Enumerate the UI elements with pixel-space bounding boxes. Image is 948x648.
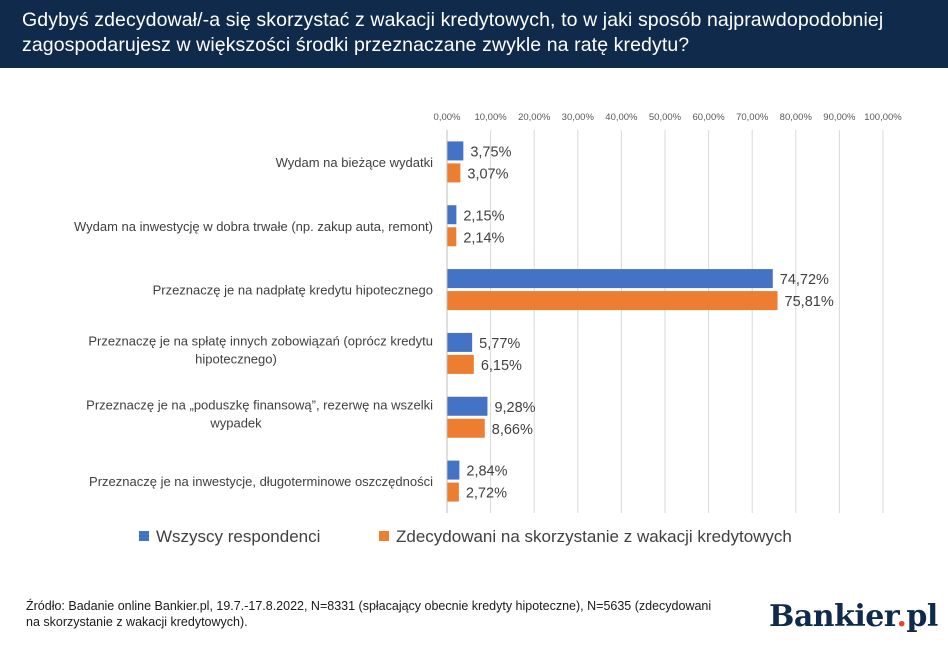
bar xyxy=(447,163,461,183)
category-label: Przeznaczę je na „poduszkę finansową”, r… xyxy=(86,397,433,412)
data-label: 75,81% xyxy=(785,294,834,310)
data-label: 2,15% xyxy=(463,208,504,224)
bar xyxy=(447,396,488,416)
x-tick-label: 70,00% xyxy=(736,112,769,123)
bar xyxy=(447,269,773,289)
data-label: 2,14% xyxy=(463,230,504,246)
data-label: 6,15% xyxy=(481,358,522,374)
x-tick-label: 0,00% xyxy=(434,112,461,123)
header-bar: Gdybyś zdecydował/-a się skorzystać z wa… xyxy=(0,0,948,68)
x-tick-label: 60,00% xyxy=(692,112,725,123)
x-tick-label: 10,00% xyxy=(474,112,507,123)
legend-label: Wszyscy respondenci xyxy=(156,527,320,546)
legend-swatch xyxy=(139,531,149,541)
logo-suffix-text: pl xyxy=(906,599,938,634)
bar xyxy=(447,141,464,161)
bar xyxy=(447,482,459,502)
data-label: 74,72% xyxy=(780,272,829,288)
data-label: 3,75% xyxy=(470,144,511,160)
data-label: 2,84% xyxy=(466,464,507,480)
bar xyxy=(447,418,485,438)
data-label: 2,72% xyxy=(466,486,507,502)
category-label: wypadek xyxy=(209,415,262,430)
legend-label: Zdecydowani na skorzystanie z wakacji kr… xyxy=(396,527,792,546)
bar xyxy=(447,227,457,247)
chart-title: Gdybyś zdecydował/-a się skorzystać z wa… xyxy=(22,9,884,56)
logo-main-text: Bankier xyxy=(769,599,897,634)
bar xyxy=(447,332,473,352)
category-label: Wydam na inwestycję w dobra trwałe (np. … xyxy=(74,219,433,234)
source-note: Źródło: Badanie online Bankier.pl, 19.7.… xyxy=(26,599,712,629)
data-label: 3,07% xyxy=(467,166,508,182)
data-label: 8,66% xyxy=(492,422,533,438)
x-tick-label: 90,00% xyxy=(823,112,856,123)
x-tick-label: 20,00% xyxy=(518,112,551,123)
data-label: 9,28% xyxy=(494,400,535,416)
x-tick-label: 80,00% xyxy=(780,112,813,123)
x-tick-label: 30,00% xyxy=(562,112,595,123)
legend-swatch xyxy=(379,531,389,541)
x-tick-label: 100,00% xyxy=(864,112,902,123)
x-tick-label: 50,00% xyxy=(649,112,682,123)
bar xyxy=(447,354,474,374)
bar xyxy=(447,205,457,225)
bar-chart: 0,00% 10,00% 20,00% 30,00% 40,00% 50,00% 60,00… xyxy=(74,112,902,546)
x-tick-label: 40,00% xyxy=(605,112,638,123)
category-label: Wydam na bieżące wydatki xyxy=(276,155,434,170)
bankier-logo: Bankier.pl xyxy=(769,600,938,634)
category-label: Przeznaczę je na spłatę innych zobowiąza… xyxy=(88,333,433,348)
category-label: Przeznaczę je na nadpłatę kredytu hipote… xyxy=(153,283,433,298)
logo-dot: . xyxy=(896,599,907,634)
category-label: hipotecznego) xyxy=(195,351,277,366)
bar xyxy=(447,460,460,480)
data-label: 5,77% xyxy=(479,336,520,352)
category-label: Przeznaczę je na inwestycje, długotermin… xyxy=(89,474,433,489)
bar xyxy=(447,291,778,311)
